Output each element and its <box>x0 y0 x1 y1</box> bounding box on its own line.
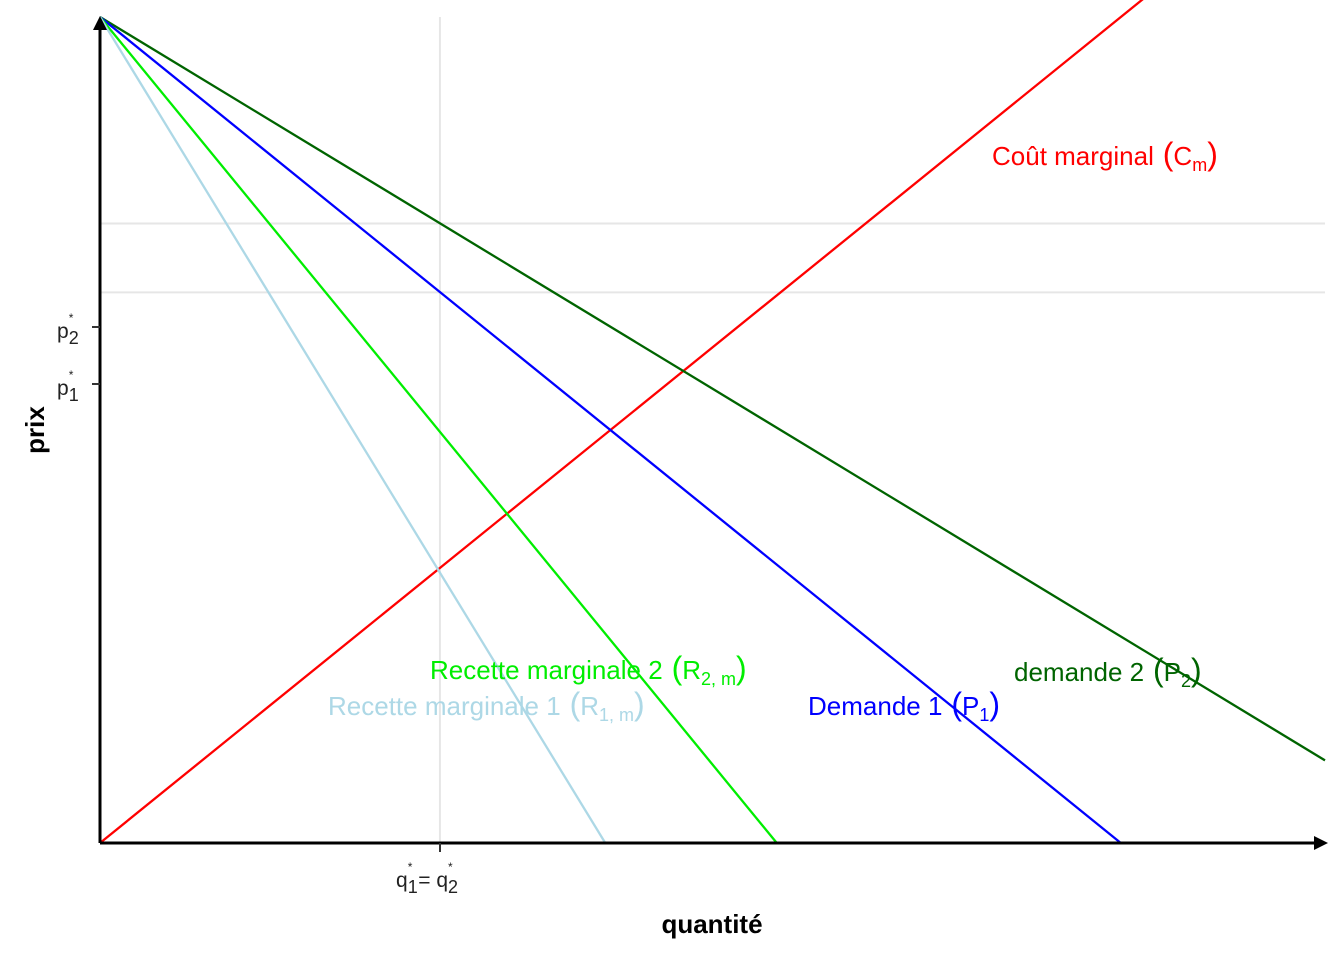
reference-lines <box>100 17 1325 843</box>
series-line-2 <box>99 16 1122 844</box>
label-demande-2: demande 2 (P2) <box>1014 652 1202 691</box>
series-line-3 <box>99 16 778 844</box>
axes <box>92 16 1328 852</box>
y-tick-label-p1: p1* <box>57 368 79 405</box>
label-recette-marginale-1: Recette marginale 1 (R1, m) <box>328 686 645 725</box>
label-cout-marginal: Coût marginal (Cm) <box>992 136 1218 175</box>
x-axis-arrow <box>1314 836 1328 850</box>
label-demande-1: Demande 1 (P1) <box>808 686 1000 725</box>
x-axis-title: quantité <box>661 909 762 939</box>
y-tick-label-p2: p2* <box>57 311 79 348</box>
y-axis-arrow <box>93 16 107 30</box>
x-tick-label-q: q1* = q2* <box>396 860 458 897</box>
series-line-4 <box>99 16 607 844</box>
series-line-1 <box>99 16 1326 762</box>
series-line-0 <box>99 0 1144 844</box>
y-axis-title: prix <box>20 406 50 454</box>
series-lines <box>99 0 1326 844</box>
label-recette-marginale-2: Recette marginale 2 (R2, m) <box>430 650 747 689</box>
